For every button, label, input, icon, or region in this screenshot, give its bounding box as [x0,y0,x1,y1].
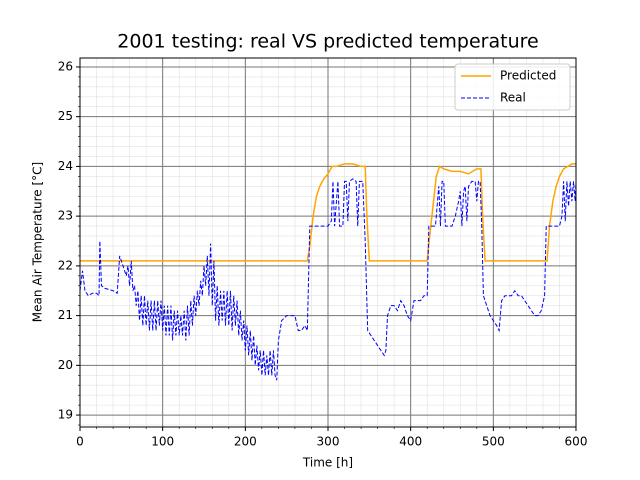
x-axis-label: Time [h] [302,456,353,470]
series-line [80,163,576,262]
legend-label: Predicted [500,69,556,83]
y-tick-label: 19 [58,408,73,422]
y-tick-label: 23 [58,209,73,223]
x-tick-label: 500 [482,435,505,449]
y-tick-label: 25 [58,109,73,123]
y-tick-label: 26 [58,59,73,73]
x-tick-label: 200 [234,435,257,449]
y-tick-label: 21 [58,308,73,322]
y-tick-label: 24 [58,159,73,173]
legend-label: Real [500,91,526,105]
x-tick-label: 300 [317,435,340,449]
x-tick-label: 100 [151,435,174,449]
x-tick-label: 400 [399,435,422,449]
x-tick-label: 0 [76,435,84,449]
y-axis-label: Mean Air Temperature [°C] [31,162,45,322]
y-tick-label: 20 [58,358,73,372]
chart-title: 2001 testing: real VS predicted temperat… [117,31,538,53]
x-tick-label: 600 [565,435,588,449]
y-tick-label: 22 [58,258,73,272]
series-line [80,178,576,381]
plot-frame [79,57,577,428]
